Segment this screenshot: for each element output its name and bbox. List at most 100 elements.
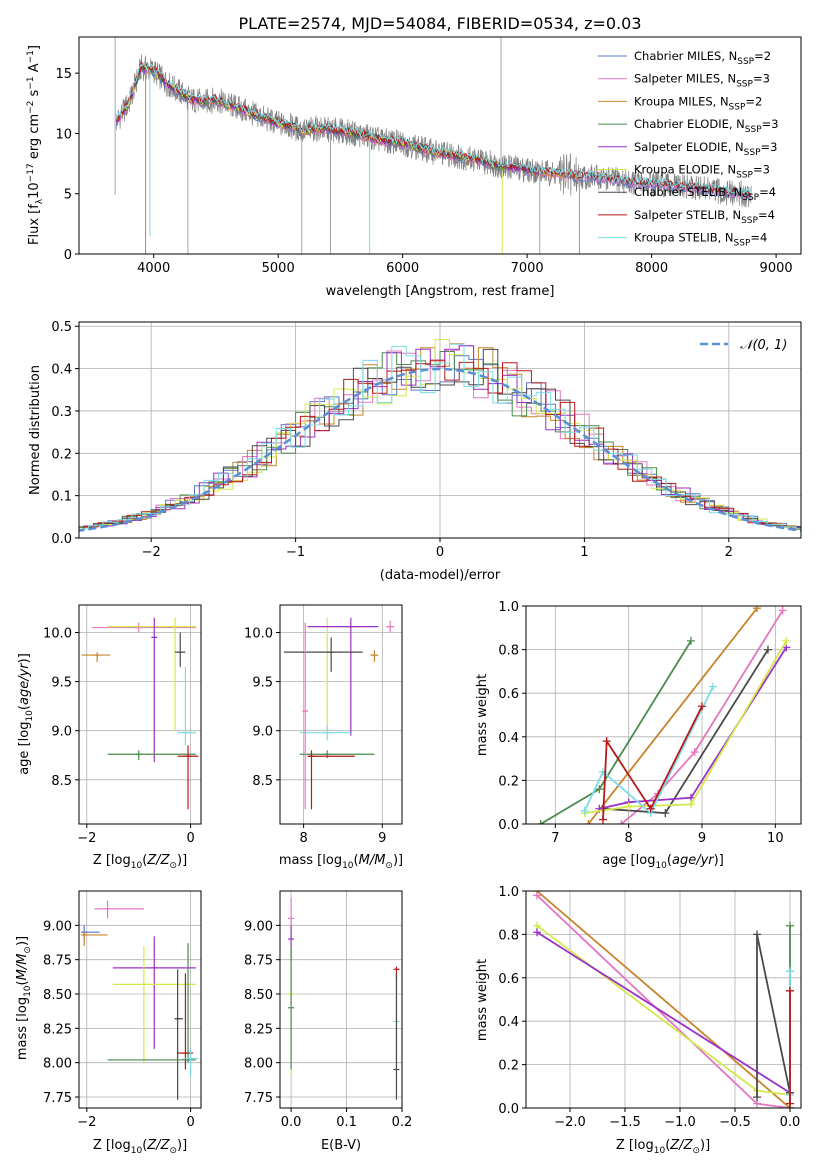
weight-line-3 bbox=[536, 931, 791, 1094]
y-tick-label: 0.6 bbox=[498, 972, 519, 987]
x-tick-label: 0 bbox=[186, 831, 194, 846]
weight-marker bbox=[764, 645, 772, 654]
x-tick-label: 9 bbox=[698, 831, 706, 846]
y-tick-label: 8.5 bbox=[252, 774, 273, 789]
legend-label-3: Chabrier ELODIE, NSSP=3 bbox=[634, 117, 779, 135]
x-tick-label: −0.5 bbox=[719, 1115, 751, 1130]
y-tick-label: 0 bbox=[64, 248, 72, 263]
x-tick-label: 8 bbox=[299, 831, 307, 846]
axes-frame bbox=[525, 890, 802, 1109]
plot-area-mass-vs-ebv bbox=[288, 897, 400, 1100]
y-tick-label: 15 bbox=[55, 67, 72, 82]
y-tick-label: 7.75 bbox=[43, 1091, 72, 1106]
axes-weight-vs-age: 7 8 9 10 0.0 0.2 0.4 0.6 0.8 1.0 age [log10(age/yr… bbox=[475, 600, 802, 871]
plot-area-mass-vs-Z bbox=[81, 900, 199, 1100]
x-tick-label: −1.0 bbox=[664, 1115, 696, 1130]
axes-frame bbox=[78, 890, 202, 1109]
y-tick-label: 1.0 bbox=[498, 885, 519, 900]
axes-age-vs-Z: −2 0 8.5 9.0 9.5 10.0 Z [log10(Z/Z⊙)] age [log1… bbox=[17, 604, 202, 871]
weight-marker bbox=[698, 702, 706, 711]
x-axis-label: wavelength [Angstrom, rest frame] bbox=[326, 284, 555, 299]
y-tick-label: 1.0 bbox=[498, 600, 519, 615]
x-tick-label: −1 bbox=[286, 545, 305, 560]
y-tick-label: 8.50 bbox=[43, 988, 72, 1003]
x-tick-label: 0.2 bbox=[392, 1115, 413, 1130]
y-tick-label: 10.0 bbox=[43, 626, 72, 641]
y-tick-label: 10 bbox=[55, 127, 72, 142]
model-spectrum-0 bbox=[115, 65, 752, 202]
weight-marker bbox=[709, 682, 717, 691]
axes-frame bbox=[279, 890, 403, 1109]
weight-marker bbox=[617, 820, 626, 824]
weight-marker bbox=[753, 606, 761, 613]
x-tick-label: 7000 bbox=[511, 261, 544, 276]
weight-marker bbox=[786, 967, 794, 976]
y-tick-label: 0.2 bbox=[51, 447, 72, 462]
weight-marker bbox=[580, 806, 589, 815]
x-axis-label: mass [log10(M/M⊙)] bbox=[279, 853, 403, 871]
y-tick-label: 9.00 bbox=[244, 919, 273, 934]
weight-line-0 bbox=[540, 640, 692, 824]
x-tick-label: 0 bbox=[186, 1115, 194, 1130]
x-axis-label: age [log10(age/yr)] bbox=[602, 853, 724, 871]
weight-marker bbox=[782, 636, 791, 645]
axes-weight-vs-Z: −2.0 −1.5 −1.0 −0.5 0.0 0.0 0.2 0.4 0.6 0.8 1.0 Z [… bbox=[475, 885, 802, 1156]
x-tick-label: −2 bbox=[77, 831, 96, 846]
y-tick-label: 9.5 bbox=[252, 676, 273, 691]
x-tick-label: 6000 bbox=[386, 261, 419, 276]
x-tick-label: 4000 bbox=[137, 261, 170, 276]
x-axis-label: Z [log10(Z/Z⊙)] bbox=[93, 853, 187, 871]
weight-line-5 bbox=[584, 640, 788, 814]
weight-line-6 bbox=[583, 686, 714, 815]
weight-marker bbox=[661, 809, 670, 818]
weight-marker bbox=[778, 606, 787, 615]
weight-marker bbox=[595, 785, 604, 794]
y-axis-label: mass [log10(M/M⊙)] bbox=[15, 936, 33, 1060]
x-axis-label: Z [log10(Z/Z⊙)] bbox=[93, 1138, 187, 1156]
y-tick-label: 8.25 bbox=[244, 1022, 273, 1037]
legend-label-7: Salpeter STELIB, NSSP=4 bbox=[634, 208, 775, 226]
y-tick-label: 0.5 bbox=[51, 320, 72, 335]
x-tick-label: 5000 bbox=[262, 261, 295, 276]
y-tick-label: 0.0 bbox=[498, 818, 519, 833]
y-tick-label: 0.6 bbox=[498, 687, 519, 702]
y-tick-label: 8.75 bbox=[244, 954, 273, 969]
axes-frame bbox=[78, 604, 202, 825]
legend-label-5: Kroupa ELODIE, NSSP=3 bbox=[634, 163, 770, 181]
y-tick-label: 8.25 bbox=[43, 1022, 72, 1037]
axes-age-vs-mass: 8 9 8.5 9.0 9.5 10.0 mass [log10(M/M⊙)] bbox=[244, 604, 403, 871]
weight-marker bbox=[753, 930, 761, 939]
legend-label-1: Salpeter MILES, NSSP=3 bbox=[634, 72, 770, 90]
y-axis-label: age [log10(age/yr)] bbox=[17, 653, 35, 775]
x-tick-label: −2.0 bbox=[554, 1115, 586, 1130]
normal-curve bbox=[79, 367, 801, 532]
y-axis-label: Normed distribution bbox=[28, 365, 43, 495]
axes-mass-vs-ebv: 0.0 0.1 0.2 7.75 8.00 8.25 8.50 8.75 9.00 E(B-V) bbox=[244, 890, 413, 1153]
x-tick-label: 10 bbox=[767, 831, 784, 846]
weight-marker bbox=[624, 802, 633, 811]
model-spectrum-8 bbox=[115, 62, 752, 195]
y-tick-label: 8.50 bbox=[244, 988, 273, 1003]
plot-area-age-vs-mass bbox=[283, 617, 395, 810]
x-tick-label: 7 bbox=[551, 831, 559, 846]
y-tick-label: 0.0 bbox=[51, 532, 72, 547]
legend-label-8: Kroupa STELIB, NSSP=4 bbox=[634, 231, 767, 249]
weight-marker bbox=[687, 800, 695, 809]
y-tick-label: 0.1 bbox=[51, 490, 72, 505]
weight-marker bbox=[533, 891, 541, 900]
y-tick-label: 0.2 bbox=[498, 774, 519, 789]
y-tick-label: 0.8 bbox=[498, 928, 519, 943]
data-spectrum bbox=[115, 54, 752, 208]
x-tick-label: 9000 bbox=[760, 261, 793, 276]
weight-line-0 bbox=[536, 891, 791, 1108]
histogram-6 bbox=[79, 348, 801, 529]
legend-label-4: Salpeter ELODIE, NSSP=3 bbox=[634, 140, 777, 158]
weight-marker bbox=[687, 636, 695, 645]
legend-label-0: Chabrier MILES, NSSP=2 bbox=[634, 49, 771, 67]
x-tick-label: 8 bbox=[625, 831, 633, 846]
plot-area-residuals bbox=[79, 339, 801, 532]
axes-frame bbox=[78, 321, 802, 539]
weight-marker bbox=[753, 1093, 761, 1102]
